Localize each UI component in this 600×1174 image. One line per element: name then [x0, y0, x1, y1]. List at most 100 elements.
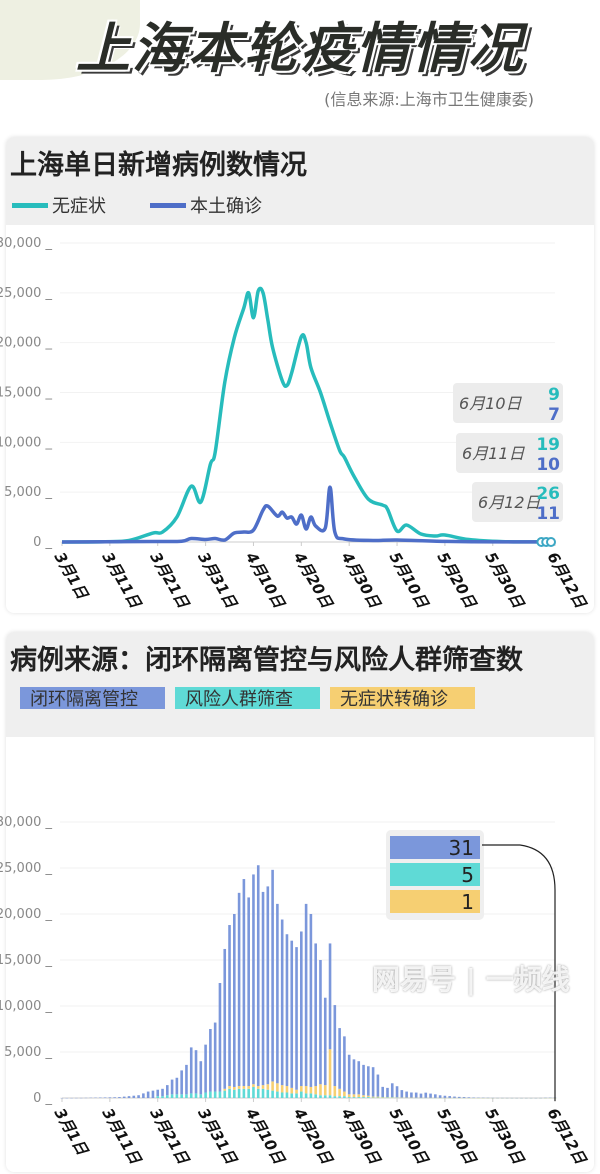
- annotation-box: [472, 482, 563, 522]
- end-point-marker: [546, 537, 556, 547]
- bar-closed-loop: [161, 1088, 164, 1097]
- annotation-confirmed: 10: [536, 455, 560, 475]
- bar-converted: [285, 1086, 289, 1093]
- bar-converted: [237, 1086, 241, 1089]
- x-tick-label: 6月12日: [544, 1105, 591, 1168]
- bar-screening: [280, 1092, 284, 1098]
- x-tick-label: 3月1日: [51, 1105, 93, 1159]
- bar-converted: [228, 1086, 231, 1089]
- bar-converted: [338, 1088, 341, 1097]
- bar-screening: [276, 1091, 279, 1098]
- bar-closed-loop: [108, 1097, 112, 1098]
- bar-converted: [367, 1095, 370, 1098]
- y-tick-label: 20,000 _: [0, 907, 52, 922]
- annotation-box: [456, 433, 563, 473]
- bar-converted: [309, 1086, 313, 1094]
- bar-converted: [323, 1085, 327, 1096]
- watermark: 网易号 | 一频线: [372, 963, 570, 996]
- bar-closed-loop: [151, 1090, 155, 1098]
- bar-converted: [371, 1096, 375, 1098]
- bar-closed-loop: [213, 1022, 217, 1092]
- bar-screening: [223, 1090, 227, 1098]
- bar-closed-loop: [314, 943, 317, 1087]
- callout-leader-line: [482, 844, 556, 1101]
- bar-screening: [156, 1096, 160, 1098]
- bar-screening: [161, 1096, 164, 1098]
- chart2-legend: 闭环隔离管控 风险人群筛查 无症状转确诊: [6, 677, 594, 710]
- bar-screening: [314, 1094, 317, 1098]
- bar-closed-loop: [390, 1083, 394, 1098]
- bar-closed-loop: [166, 1085, 169, 1096]
- bar-closed-loop: [371, 1067, 375, 1097]
- annotation-date: 6月10日: [459, 394, 523, 413]
- bar-closed-loop: [276, 903, 279, 1084]
- bar-closed-loop: [113, 1097, 116, 1098]
- bar-closed-loop: [362, 1064, 365, 1096]
- legend-swatch: [12, 202, 48, 208]
- callout-value: 1: [461, 890, 474, 914]
- bar-closed-loop: [467, 1097, 471, 1098]
- bar-screening: [261, 1088, 265, 1098]
- bar-screening: [319, 1095, 322, 1098]
- y-tick-label: 0 _: [33, 1091, 52, 1106]
- bar-converted: [304, 1086, 308, 1094]
- annotation-confirmed: 11: [536, 504, 560, 524]
- bar-closed-loop: [118, 1097, 121, 1098]
- confirmed-line: [61, 485, 556, 544]
- bar-closed-loop: [419, 1093, 423, 1098]
- bar-closed-loop: [233, 914, 236, 1087]
- x-tick-label: 4月20日: [289, 1104, 336, 1168]
- bar-closed-loop: [352, 1059, 356, 1095]
- annotation-asymptomatic: 26: [536, 484, 560, 504]
- bar-converted: [271, 1081, 274, 1091]
- bar-screening: [175, 1094, 179, 1098]
- bar-closed-loop: [328, 943, 332, 1050]
- bar-closed-loop: [453, 1096, 456, 1098]
- bar-closed-loop: [261, 891, 265, 1086]
- annotation-asymptomatic: 19: [536, 435, 560, 455]
- bar-closed-loop: [146, 1091, 150, 1098]
- page-title: 上海本轮疫情情况: [76, 17, 524, 80]
- bar-converted: [362, 1095, 365, 1098]
- case-source-card: 病例来源：闭环隔离管控与风险人群筛查数 闭环隔离管控 风险人群筛查 无症状转确诊: [6, 632, 594, 1172]
- legend-asymptomatic: 无症状: [12, 192, 106, 218]
- x-tick-label: 3月21日: [146, 1105, 193, 1168]
- bar-closed-loop: [223, 948, 227, 1089]
- callout-swatch: [390, 836, 480, 859]
- y-tick-label: 25,000 _: [0, 286, 52, 301]
- bar-converted: [290, 1087, 294, 1094]
- legend-label: 本土确诊: [190, 196, 262, 217]
- bar-closed-loop: [127, 1096, 131, 1098]
- x-tick-label: 4月30日: [337, 1104, 384, 1168]
- bar-converted: [352, 1094, 356, 1098]
- bar-closed-loop: [434, 1094, 437, 1098]
- y-tick-label: 10,000 _: [0, 999, 52, 1014]
- bar-closed-loop: [175, 1077, 179, 1095]
- bar-closed-loop: [237, 892, 241, 1087]
- y-tick-label: 30,000 _: [0, 236, 52, 251]
- bar-closed-loop: [457, 1096, 461, 1098]
- bar-screening: [309, 1093, 313, 1098]
- bar-closed-loop: [252, 874, 255, 1085]
- bar-screening: [285, 1092, 289, 1098]
- bar-screening: [352, 1097, 356, 1098]
- bar-screening: [170, 1094, 174, 1098]
- bar-closed-loop: [185, 1064, 188, 1095]
- daily-cases-card: 上海单日新增病例数情况 无症状 本土确诊: [6, 137, 594, 613]
- bar-closed-loop: [304, 903, 308, 1087]
- x-tick-label: 5月10日: [386, 1105, 433, 1168]
- bar-closed-loop: [189, 1047, 193, 1094]
- bar-screening: [256, 1088, 260, 1098]
- bar-screening: [237, 1088, 241, 1098]
- x-tick-label: 5月20日: [433, 1105, 480, 1168]
- bar-converted: [256, 1086, 260, 1089]
- asymptomatic-line: [61, 286, 556, 544]
- bar-screening: [233, 1089, 236, 1098]
- bar-screening: [333, 1096, 337, 1098]
- bar-closed-loop: [333, 1005, 337, 1087]
- bar-closed-loop: [443, 1095, 447, 1098]
- bar-screening: [166, 1095, 169, 1098]
- bar-closed-loop: [319, 960, 322, 1085]
- chart2-title: 病例来源：闭环隔离管控与风险人群筛查数: [10, 645, 523, 676]
- bar-closed-loop: [228, 925, 231, 1087]
